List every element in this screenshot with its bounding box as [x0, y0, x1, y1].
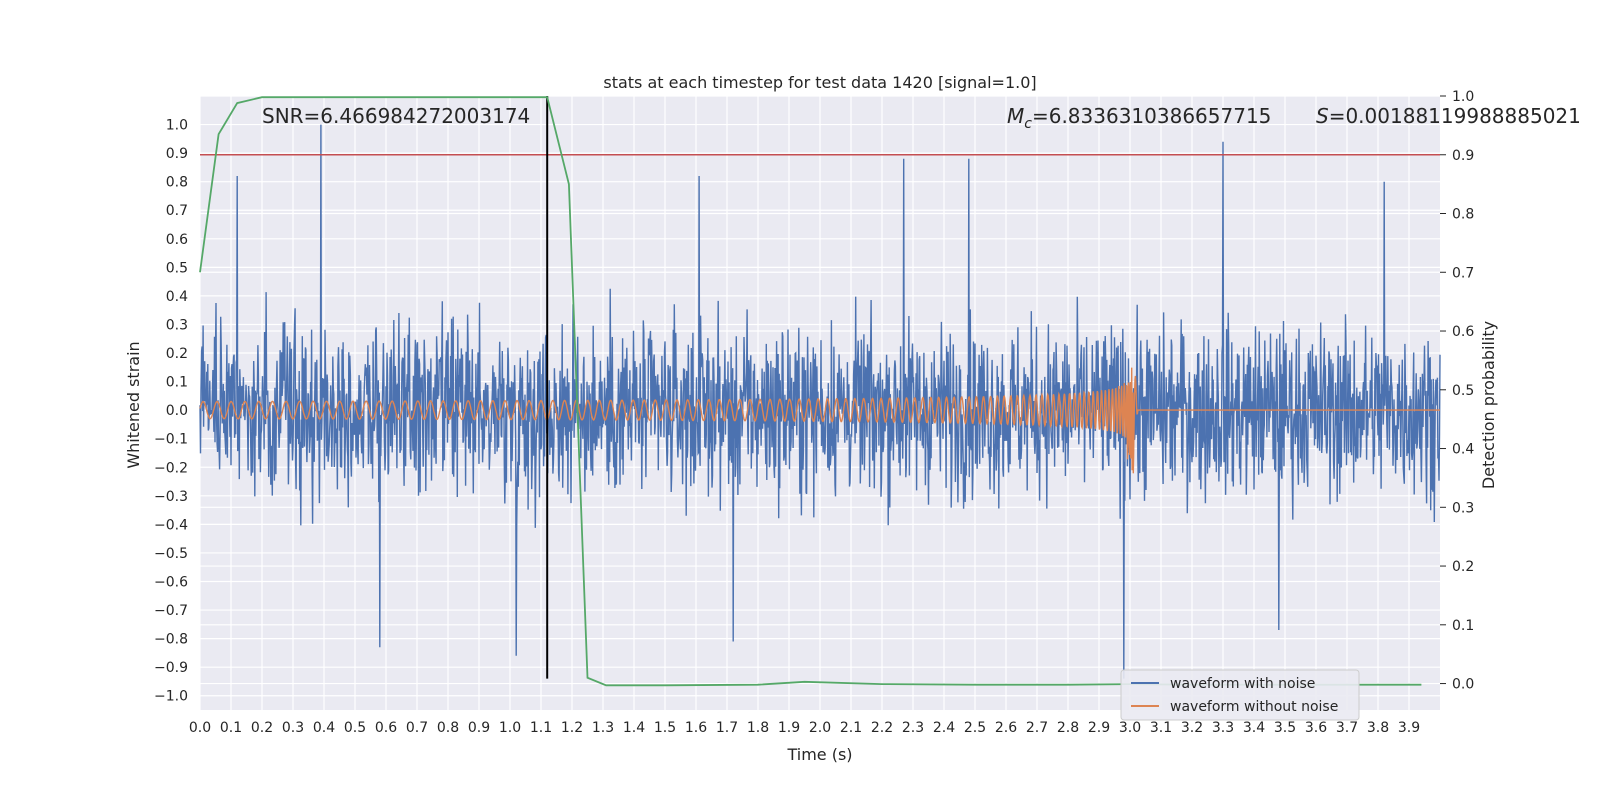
- line-waveform-with-noise: [199, 124, 1441, 679]
- y-tick-label: 0.6: [166, 232, 188, 248]
- x-tick-label: 2.9: [1088, 720, 1110, 736]
- legend-label-noise: waveform with noise: [1170, 676, 1315, 692]
- x-tick-label: 0.5: [344, 720, 366, 736]
- y-axis-label: Whitened strain: [124, 341, 143, 468]
- x-tick-label: 3.9: [1398, 720, 1420, 736]
- x-tick-label: 3.6: [1305, 720, 1327, 736]
- x-tick-label: 1.4: [623, 720, 645, 736]
- s-symbol: S: [1316, 104, 1329, 128]
- x-tick-label: 0.3: [282, 720, 304, 736]
- y-tick-label: −0.3: [154, 489, 188, 505]
- x-tick-label: 0.6: [375, 720, 397, 736]
- x-tick-label: 2.2: [871, 720, 893, 736]
- line-waveform-without-noise: [199, 367, 1440, 474]
- y2-tick-label: 0.7: [1452, 265, 1474, 281]
- x-tick-label: 3.0: [1119, 720, 1141, 736]
- y-tick-label: −1.0: [154, 689, 188, 705]
- y-tick-label: 0.5: [166, 260, 188, 276]
- x-tick-label: 3.3: [1212, 720, 1234, 736]
- x-tick-label: 0.1: [220, 720, 242, 736]
- legend-label-clean: waveform without noise: [1170, 699, 1338, 715]
- x-tick-label: 2.4: [933, 720, 955, 736]
- x-tick-label: 2.1: [840, 720, 862, 736]
- x-tick-label: 3.4: [1243, 720, 1265, 736]
- y-tick-label: −0.4: [154, 517, 188, 533]
- series-waveform-with-noise: [199, 124, 1441, 679]
- x-tick-label: 0.4: [313, 720, 335, 736]
- y2-tick-label: 1.0: [1452, 89, 1474, 105]
- y-tick-label: 0.4: [166, 289, 188, 305]
- x-tick-label: 3.2: [1181, 720, 1203, 736]
- x-tick-label: 3.7: [1336, 720, 1358, 736]
- mc-subscript: c: [1024, 116, 1032, 132]
- x-tick-label: 2.0: [809, 720, 831, 736]
- x-tick-label: 0.0: [189, 720, 211, 736]
- y-tick-label: 0.7: [166, 203, 188, 219]
- y2-tick-label: 0.0: [1452, 677, 1474, 693]
- y-tick-label: −0.7: [154, 603, 188, 619]
- y2-axis-label: Detection probability: [1479, 321, 1498, 489]
- snr-annotation: SNR=6.466984272003174: [262, 104, 530, 128]
- y-tick-label: 0.2: [166, 346, 188, 362]
- x-tick-label: 1.2: [561, 720, 583, 736]
- mc-annotation: Mc=6.8336310386657715: [1007, 104, 1271, 132]
- x-tick-label: 1.3: [592, 720, 614, 736]
- x-tick-label: 1.8: [747, 720, 769, 736]
- legend-box: [1120, 669, 1360, 721]
- y2-tick-label: 0.4: [1452, 442, 1474, 458]
- legend: waveform with noise waveform without noi…: [1120, 669, 1360, 721]
- x-tick-label: 1.9: [778, 720, 800, 736]
- y-tick-label: 0.3: [166, 317, 188, 333]
- chart-title: stats at each timestep for test data 142…: [603, 73, 1036, 92]
- x-tick-label: 3.1: [1150, 720, 1172, 736]
- s-annotation: S=0.0018811998888502‍1: [1316, 104, 1581, 128]
- y-tick-label: −0.9: [154, 660, 188, 676]
- s-value: =0.0018811998888502‍1: [1329, 104, 1581, 128]
- x-axis-label: Time (s): [786, 745, 852, 764]
- x-tick-label: 1.0: [499, 720, 521, 736]
- y-tick-label: −0.2: [154, 460, 188, 476]
- y2-tick-label: 0.2: [1452, 559, 1474, 575]
- y2-tick-label: 0.9: [1452, 148, 1474, 164]
- x-tick-label: 0.9: [468, 720, 490, 736]
- x-tick-label: 2.7: [1026, 720, 1048, 736]
- x-tick-label: 0.2: [251, 720, 273, 736]
- y-tick-label: −0.5: [154, 546, 188, 562]
- y2-tick-label: 0.1: [1452, 618, 1474, 634]
- x-tick-label: 2.6: [995, 720, 1017, 736]
- x-tick-label: 2.8: [1057, 720, 1079, 736]
- y-tick-label: 1.0: [166, 118, 188, 134]
- y-tick-label: 0.0: [166, 403, 188, 419]
- y2-tick-label: 0.5: [1452, 383, 1474, 399]
- x-tick-label: 0.8: [437, 720, 459, 736]
- x-tick-label: 3.8: [1367, 720, 1389, 736]
- x-tick-label: 1.1: [530, 720, 552, 736]
- x-tick-label: 1.6: [685, 720, 707, 736]
- x-tick-label: 1.5: [654, 720, 676, 736]
- series-waveform-without-noise: [199, 367, 1440, 474]
- mc-value: =6.8336310386657715: [1032, 104, 1271, 128]
- y-tick-label: 0.8: [166, 175, 188, 191]
- x-tick-label: 3.5: [1274, 720, 1296, 736]
- x-tick-label: 0.7: [406, 720, 428, 736]
- y-tick-label: −0.1: [154, 432, 188, 448]
- y2-tick-label: 0.6: [1452, 324, 1474, 340]
- y2-tick-label: 0.3: [1452, 500, 1474, 516]
- y-tick-label: −0.6: [154, 574, 188, 590]
- y-tick-label: 0.1: [166, 375, 188, 391]
- mc-symbol: M: [1007, 104, 1024, 128]
- y2-tick-label: 0.8: [1452, 207, 1474, 223]
- ticks: 0.0 0.1 0.2 0.3 0.4 0.5 0.6 0.7 0.8 0.9 1.0 1.1 1.2 1…: [154, 89, 1474, 736]
- x-tick-label: 2.5: [964, 720, 986, 736]
- x-tick-label: 1.7: [716, 720, 738, 736]
- y-tick-label: 0.9: [166, 146, 188, 162]
- x-tick-label: 2.3: [902, 720, 924, 736]
- y-tick-label: −0.8: [154, 632, 188, 648]
